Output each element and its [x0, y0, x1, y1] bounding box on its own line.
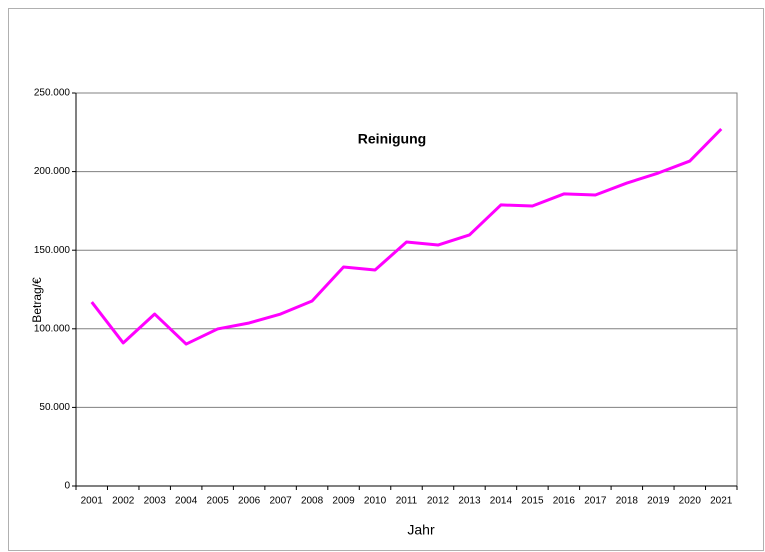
x-tick-label: 2021	[710, 496, 733, 507]
x-tick-label: 2011	[396, 496, 418, 507]
x-tick-label: 2017	[584, 496, 607, 507]
x-tick-label: 2008	[301, 496, 324, 507]
x-tick-label: 2019	[647, 496, 670, 507]
y-tick-label: 50.000	[39, 402, 70, 413]
x-tick-label: 2010	[364, 496, 387, 507]
y-tick-label: 150.000	[34, 245, 71, 256]
x-tick-label: 2013	[458, 496, 481, 507]
y-axis-label: Betrag/€	[30, 277, 44, 323]
x-tick-label: 2002	[112, 496, 135, 507]
x-tick-label: 2012	[427, 496, 450, 507]
y-tick-label: 0	[64, 481, 70, 492]
x-tick-label: 2014	[490, 496, 513, 507]
chart-frame	[8, 8, 764, 551]
data-line	[90, 127, 723, 346]
x-tick-label: 2016	[553, 496, 576, 507]
x-tick-label: 2005	[207, 496, 230, 507]
x-tick-label: 2015	[521, 496, 544, 507]
x-tick-label: 2009	[332, 496, 355, 507]
plot-area	[75, 92, 738, 487]
x-tick-label: 2018	[616, 496, 639, 507]
x-tick-label: 2004	[175, 496, 198, 507]
x-tick-label: 2006	[238, 496, 261, 507]
x-tick-label: 2007	[269, 496, 292, 507]
x-axis-label: Jahr	[407, 522, 435, 538]
y-tick-label: 200.000	[34, 166, 71, 177]
chart-title: Reinigung	[358, 131, 426, 147]
y-tick-label: 100.000	[34, 323, 71, 334]
x-tick-label: 2020	[679, 496, 702, 507]
x-tick-label: 2001	[81, 496, 104, 507]
x-tick-label: 2003	[144, 496, 167, 507]
y-tick-label: 250.000	[34, 88, 71, 99]
